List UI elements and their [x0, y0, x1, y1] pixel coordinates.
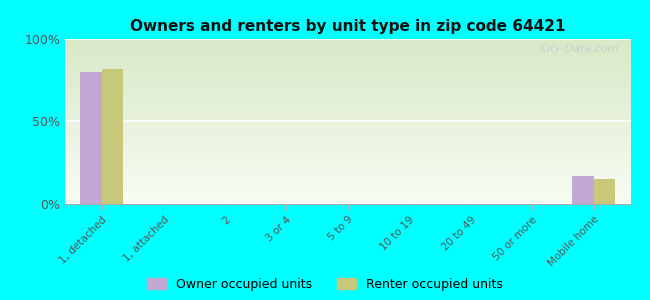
- Legend: Owner occupied units, Renter occupied units: Owner occupied units, Renter occupied un…: [148, 278, 502, 291]
- Bar: [81, 72, 102, 204]
- Bar: [102, 69, 124, 204]
- Title: Owners and renters by unit type in zip code 64421: Owners and renters by unit type in zip c…: [130, 19, 566, 34]
- Bar: [572, 176, 593, 204]
- Bar: [593, 179, 615, 204]
- Text: City-Data.com: City-Data.com: [540, 44, 619, 54]
